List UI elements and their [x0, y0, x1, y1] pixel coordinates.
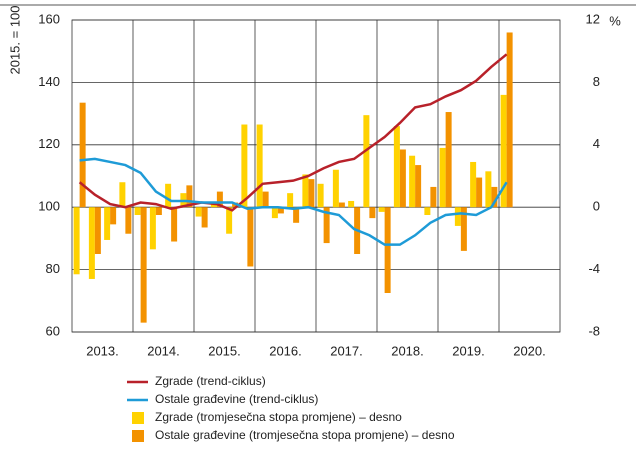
bar: [155, 207, 162, 215]
bar: [302, 174, 309, 208]
bar: [332, 169, 339, 208]
bar: [399, 149, 406, 208]
y2-axis-label: %: [609, 13, 621, 28]
bar: [415, 165, 422, 208]
x-tick-label: 2018.: [391, 343, 424, 358]
bar: [363, 115, 370, 208]
bar: [338, 202, 345, 208]
bar: [195, 207, 202, 217]
bar: [470, 161, 477, 208]
bar: [277, 207, 284, 214]
y-tick-label: 160: [38, 11, 60, 26]
bar: [134, 207, 141, 215]
bar: [79, 102, 86, 208]
x-tick-label: 2019.: [452, 343, 485, 358]
y2-tick-label: -4: [588, 261, 600, 276]
bar: [165, 183, 172, 208]
y2-tick-label: 8: [593, 74, 600, 89]
bar: [454, 207, 461, 226]
legend-swatch: [132, 430, 144, 442]
bar: [140, 207, 147, 323]
bar: [500, 94, 507, 208]
bar: [491, 186, 498, 208]
legend-label: Zgrade (trend-ciklus): [155, 374, 266, 388]
y-tick-label: 100: [38, 199, 60, 214]
bar: [378, 207, 385, 212]
x-tick-label: 2020.: [513, 343, 546, 358]
bar: [88, 207, 95, 279]
y2-tick-label: 4: [593, 136, 600, 151]
bar: [256, 124, 263, 208]
bar: [439, 147, 446, 208]
legend-swatch: [132, 412, 144, 424]
bar: [171, 207, 178, 242]
bar: [409, 155, 416, 208]
x-tick-label: 2017.: [330, 343, 363, 358]
x-tick-label: 2015.: [208, 343, 241, 358]
y-axis-label: 2015. = 100: [7, 5, 22, 74]
bar: [210, 204, 217, 208]
line: [79, 157, 508, 246]
bar: [323, 207, 330, 244]
bar: [241, 124, 248, 208]
legend-label: Ostale građevine (tromjesečna stopa prom…: [155, 428, 455, 442]
bar: [317, 183, 324, 208]
bar: [271, 207, 278, 219]
bar: [424, 207, 431, 215]
bar: [476, 177, 483, 208]
x-tick-label: 2014.: [147, 343, 180, 358]
bar: [430, 186, 437, 208]
plot-frame: [71, 19, 561, 333]
bar: [460, 207, 467, 251]
bar: [125, 207, 132, 234]
bar: [226, 207, 233, 234]
bar: [485, 171, 492, 208]
legend-label: Zgrade (tromjesečna stopa promjene) – de…: [155, 410, 402, 424]
bar: [216, 191, 223, 208]
bar: [201, 207, 208, 228]
legend-label: Ostale građevine (trend-ciklus): [155, 392, 318, 406]
bar: [348, 200, 355, 208]
bar: [506, 32, 513, 208]
bar: [186, 185, 193, 208]
bar: [110, 207, 117, 225]
bar: [73, 207, 80, 275]
bar: [445, 112, 452, 208]
bar: [149, 207, 156, 250]
line: [78, 53, 508, 212]
y2-tick-label: -8: [588, 323, 600, 338]
x-tick-label: 2013.: [86, 343, 119, 358]
x-tick-label: 2016.: [269, 343, 302, 358]
y-tick-label: 80: [46, 261, 60, 276]
bar: [94, 207, 101, 254]
bar: [393, 126, 400, 208]
y-tick-label: 120: [38, 136, 60, 151]
bar: [247, 207, 254, 267]
y2-tick-label: 0: [593, 199, 600, 214]
bar: [287, 193, 294, 208]
y-tick-label: 140: [38, 74, 60, 89]
bar: [104, 207, 111, 240]
y-tick-label: 60: [46, 323, 60, 338]
bar: [308, 179, 315, 208]
bar: [384, 207, 391, 293]
bar: [262, 191, 269, 208]
bar: [369, 207, 376, 219]
bar: [119, 182, 126, 208]
bar: [293, 207, 300, 223]
y2-tick-label: 12: [586, 11, 600, 26]
